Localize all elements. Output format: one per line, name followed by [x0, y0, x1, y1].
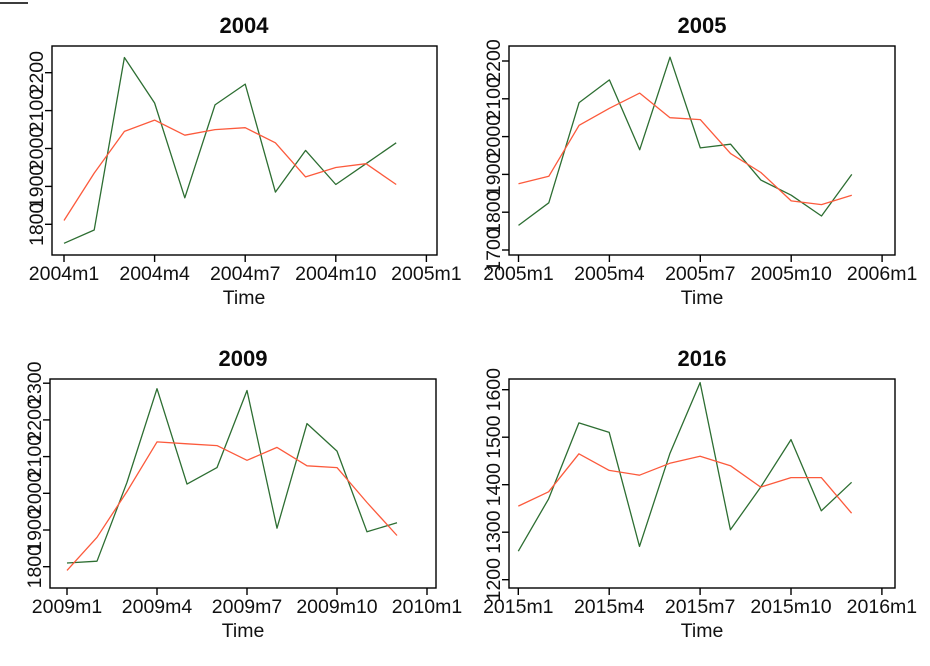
- y-tick-label: 2000: [24, 471, 46, 515]
- y-tick-label: 1900: [24, 508, 46, 552]
- x-tick-label: 2015m1: [483, 596, 553, 618]
- x-tick-label: 2005m1: [391, 263, 461, 285]
- y-tick-label: 1700: [483, 228, 505, 272]
- x-tick-label: 2009m1: [32, 596, 102, 618]
- x-axis-title: Time: [681, 620, 724, 642]
- x-tick-label: 2004m4: [119, 263, 190, 285]
- plot-2016: 2016 Time 1200 1300 1400 1500 1600 2015m1 2015…: [483, 346, 917, 642]
- panel-title: 2005: [678, 13, 727, 38]
- x-axis-title: Time: [222, 620, 265, 642]
- x-tick-label: 2005m7: [665, 263, 735, 285]
- x-tick-label: 2016m1: [847, 596, 917, 618]
- x-tick-label: 2009m7: [212, 596, 282, 618]
- x-tick-label: 2004m10: [295, 263, 376, 285]
- series-green-line: [518, 56, 853, 226]
- y-tick-label: 2100: [24, 435, 46, 479]
- y-tick-label: 2100: [483, 77, 505, 121]
- series-green-line: [63, 56, 397, 244]
- y-tick-label: 1800: [26, 202, 48, 246]
- plot-border: [508, 45, 896, 256]
- y-tick-label: 1800: [483, 190, 505, 234]
- x-tick-label: 2006m1: [847, 263, 917, 285]
- series-green-line: [517, 381, 853, 552]
- x-axis-title: Time: [223, 287, 266, 309]
- panel-title: 2016: [678, 346, 727, 371]
- x-tick-label: 2005m10: [751, 263, 832, 285]
- y-tick-label: 1300: [483, 510, 505, 554]
- panel-title: 2009: [219, 346, 268, 371]
- x-tick-label: 2004m7: [210, 263, 280, 285]
- y-tick-label: 2200: [26, 51, 48, 95]
- chart-panel-2009: 2009 Time 1800 1900 2000 2100 2200 2300 2009m1…: [0, 333, 465, 666]
- x-tick-label: 2009m4: [122, 596, 193, 618]
- y-tick-label: 2000: [26, 127, 48, 171]
- plot-border: [51, 45, 438, 256]
- x-tick-label: 2015m7: [665, 596, 735, 618]
- x-axis-title: Time: [681, 287, 724, 309]
- chart-panel-2004: 2004 Time 1800 1900 2000 2100 2200 2004m1 2004…: [0, 0, 465, 333]
- y-tick-label: 1400: [483, 463, 505, 507]
- chart-panel-2016: 2016 Time 1200 1300 1400 1500 1600 2015m1 2015…: [465, 333, 930, 666]
- plot-area: 1200 1300 1400 1500 1600 2015m1 2015m4 2015m7 20…: [483, 368, 917, 618]
- y-tick-label: 2100: [26, 89, 48, 133]
- x-tick-label: 2004m1: [29, 263, 99, 285]
- plot-border: [49, 378, 437, 589]
- series-orange-line: [518, 453, 853, 514]
- x-tick-label: 2015m4: [574, 596, 645, 618]
- x-tick-label: 2005m4: [574, 263, 645, 285]
- panel-title: 2004: [220, 13, 270, 38]
- chart-panel-2005: 2005 Time 1700 1800 1900 2000 2100 2200 2005m1…: [465, 0, 930, 333]
- y-tick-label: 1800: [24, 545, 46, 589]
- y-tick-label: 1500: [483, 415, 505, 459]
- plot-border: [508, 378, 896, 589]
- y-tick-label: 2200: [24, 398, 46, 442]
- x-tick-label: 2015m10: [750, 596, 831, 618]
- y-tick-label: 1900: [483, 153, 505, 197]
- series-orange-line: [518, 92, 852, 206]
- screen-edge-artifact: [0, 2, 28, 4]
- y-tick-label: 1900: [26, 165, 48, 209]
- series-green-line: [66, 388, 398, 564]
- x-tick-label: 2005m1: [483, 263, 553, 285]
- y-tick-label: 1200: [483, 558, 505, 602]
- y-tick-label: 2300: [24, 361, 46, 405]
- series-orange-line: [63, 119, 397, 221]
- y-tick-label: 2200: [483, 39, 505, 83]
- x-tick-label: 2009m10: [296, 596, 377, 618]
- y-tick-label: 1600: [483, 368, 505, 412]
- x-tick-label: 2010m1: [392, 596, 462, 618]
- y-tick-label: 2000: [483, 115, 505, 159]
- series-orange-line: [66, 441, 398, 571]
